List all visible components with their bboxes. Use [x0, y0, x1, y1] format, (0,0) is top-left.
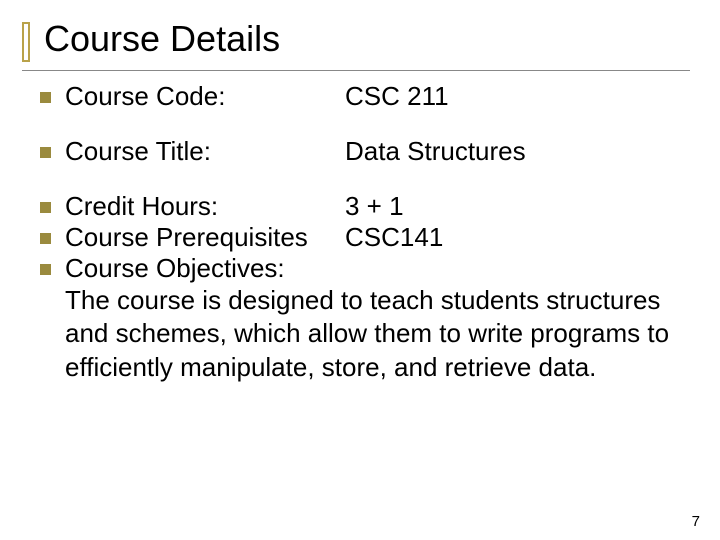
title-wrap: Course Details — [22, 18, 690, 66]
content-area: Course Code: CSC 211 Course Title: Data … — [22, 71, 690, 384]
square-bullet-icon — [40, 233, 51, 244]
slide: Course Details Course Code: CSC 211 Cour… — [0, 0, 720, 540]
list-item: Course Code: CSC 211 — [40, 81, 680, 112]
list-item: Course Prerequisites CSC141 — [40, 222, 680, 253]
item-value: 3 + 1 — [345, 191, 404, 222]
item-value: CSC 211 — [345, 81, 449, 112]
list-item: Credit Hours: 3 + 1 — [40, 191, 680, 222]
item-label: Course Objectives: — [65, 253, 345, 284]
item-label: Credit Hours: — [65, 191, 345, 222]
page-number: 7 — [692, 513, 700, 530]
item-label: Course Code: — [65, 81, 345, 112]
slide-title: Course Details — [44, 18, 690, 60]
item-label: Course Prerequisites — [65, 222, 345, 253]
item-label: Course Title: — [65, 136, 345, 167]
square-bullet-icon — [40, 92, 51, 103]
item-value: Data Structures — [345, 136, 526, 167]
square-bullet-icon — [40, 147, 51, 158]
list-item: Course Title: Data Structures — [40, 136, 680, 167]
objectives-text: The course is designed to teach students… — [40, 284, 680, 384]
item-value: CSC141 — [345, 222, 443, 253]
list-item: Course Objectives: — [40, 253, 680, 284]
title-accent-box — [22, 22, 30, 62]
square-bullet-icon — [40, 202, 51, 213]
square-bullet-icon — [40, 264, 51, 275]
